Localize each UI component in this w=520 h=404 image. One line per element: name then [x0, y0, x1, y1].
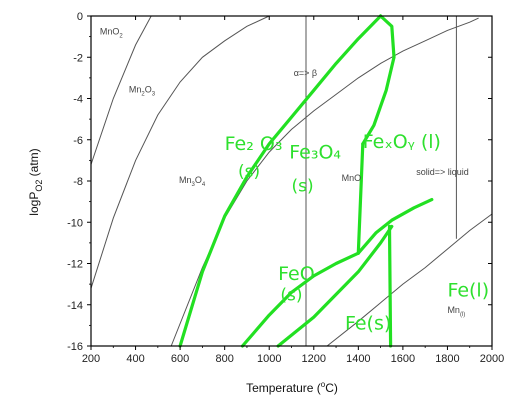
fe-region-label-3: (s) [292, 176, 314, 196]
mn-region-label-1: Mn2O3 [129, 84, 156, 97]
mn-region-label-6: Mn(l) [447, 305, 465, 318]
x-tick-label-8: 1800 [435, 353, 459, 365]
y-tick-label-0: 0 [77, 11, 83, 23]
fe-region-label-6: (s) [280, 286, 302, 306]
y-tick-label-6: -12 [67, 259, 83, 271]
x-axis-title-end: C) [325, 381, 338, 395]
y-tick-label-5: -10 [67, 217, 83, 229]
mn-boundary-line-1 [90, 15, 270, 289]
mn-region-label-0: MnO2 [100, 27, 124, 40]
y-tick-label-1: -2 [73, 52, 83, 64]
fe-labels: Fe₂ O₃(s)Fe₃O₄(s)FeₓOᵧ (l)FeO(s)Fe(s)Fe(… [225, 131, 489, 335]
y-axis-title: logPO2 (atm) [27, 148, 44, 215]
y-tick-label-4: -8 [73, 176, 83, 188]
y-tick-label-8: -16 [67, 341, 83, 353]
mn-labels: MnO2 Mn2O3 Mn3O4 MnO α=> β solid=> liquid Mn(l… [100, 27, 469, 318]
fe-boundary-line-2 [356, 142, 365, 255]
x-tick-label-6: 1400 [346, 353, 370, 365]
y-tick-label-2: -4 [73, 94, 83, 106]
y-axis-title-unit: (atm) [27, 148, 41, 179]
fe-boundary-line-4 [356, 198, 434, 255]
fe-boundary-line-1 [361, 14, 396, 146]
fe-region-label-2: Fe₃O₄ [289, 141, 341, 163]
fe-lines [178, 14, 434, 348]
fe-boundary-line-3 [240, 251, 360, 348]
y-axis-title-main: logP [27, 192, 41, 216]
x-tick-label-7: 1600 [391, 353, 415, 365]
y-axis-title-sub: O2 [34, 180, 44, 192]
x-axis-title-main: Temperature ( [246, 381, 321, 395]
fe-region-label-5: FeO [278, 263, 315, 285]
fe-region-label-8: Fe(l) [447, 280, 489, 302]
x-axis-title: Temperature (oC) [246, 380, 338, 395]
x-tick-label-5: 1200 [302, 353, 326, 365]
mn-boundary-line-0 [90, 15, 152, 165]
fe-region-label-7: Fe(s) [345, 313, 391, 335]
x-tick-label-1: 400 [126, 353, 144, 365]
fe-region-label-4: FeₓOᵧ (l) [363, 131, 441, 153]
y-tick-label-7: -14 [67, 300, 83, 312]
mn-region-label-5: solid=> liquid [416, 167, 469, 177]
mn-region-label-3: MnO [342, 173, 362, 183]
ticks: 200 400 600 800 1000 1200 1400 1600 1800 2000 0 -2 -… [67, 11, 504, 365]
y-tick-label-3: -6 [73, 135, 83, 147]
mn-boundary-line-3 [326, 213, 493, 347]
x-axis-title-deg: o [321, 380, 326, 389]
fe-boundary-line-5 [276, 224, 394, 348]
x-tick-label-2: 600 [171, 353, 189, 365]
x-tick-label-0: 200 [82, 353, 100, 365]
fe-region-label-0: Fe₂ O₃ [225, 133, 283, 155]
x-tick-label-3: 800 [215, 353, 233, 365]
mn-region-label-2: Mn3O4 [179, 175, 206, 188]
fe-region-label-1: (s) [238, 162, 260, 182]
x-tick-label-4: 1000 [257, 353, 281, 365]
mn-region-label-4: α=> β [294, 68, 317, 78]
fe-boundary-line-0 [178, 14, 383, 348]
x-tick-label-9: 2000 [480, 353, 504, 365]
fe-boundary-line-6 [387, 224, 393, 348]
